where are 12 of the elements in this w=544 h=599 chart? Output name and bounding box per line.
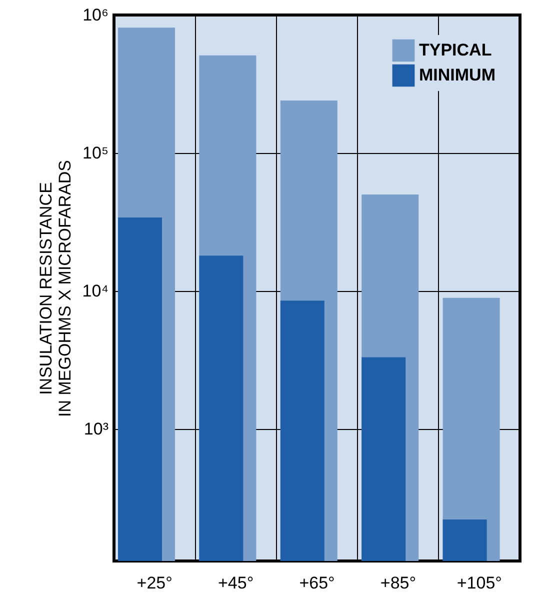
legend-label: TYPICAL	[419, 40, 492, 60]
x-tick-label: +65°	[299, 574, 335, 592]
y-tick-label: 10⁴	[82, 281, 108, 300]
y-tick-label: 10⁶	[82, 6, 108, 24]
y-tick-label: 10³	[84, 419, 109, 438]
legend-label: MINIMUM	[419, 66, 496, 84]
x-tick-label: +45°	[218, 574, 254, 592]
y-axis-title: INSULATION RESISTANCE IN MEGOHMS X MICROFARADS	[36, 160, 74, 417]
x-tick-label: +105°	[456, 574, 502, 592]
x-tick-label: +85°	[380, 574, 416, 592]
y-tick-label: 10⁵	[82, 143, 108, 162]
x-tick-label: +25°	[136, 574, 172, 592]
